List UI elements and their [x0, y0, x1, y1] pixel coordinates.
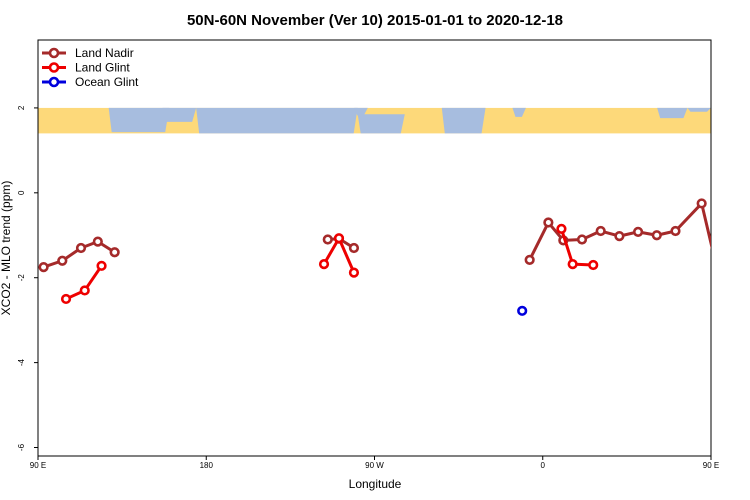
y-tick-label: -6	[17, 443, 26, 451]
legend-swatch-marker	[48, 62, 60, 73]
y-tick-label: 2	[17, 105, 26, 110]
map-ocean	[512, 107, 526, 117]
series-land-nadir	[38, 198, 740, 273]
legend-label: Land Nadir	[75, 46, 134, 60]
data-point	[322, 234, 333, 245]
map-ocean	[441, 107, 486, 134]
series-layer	[38, 198, 750, 316]
data-point	[614, 231, 625, 242]
data-point	[348, 267, 360, 278]
map-ocean	[357, 114, 405, 134]
data-point	[348, 242, 360, 254]
data-point	[713, 263, 721, 271]
map-ocean	[354, 107, 368, 116]
data-point	[632, 226, 644, 237]
data-point	[567, 259, 578, 270]
y-tick-label: -2	[17, 274, 26, 282]
data-point	[732, 257, 740, 265]
data-point	[60, 293, 72, 305]
data-point	[517, 305, 528, 316]
legend-swatch-marker	[48, 47, 60, 59]
data-point	[651, 230, 662, 241]
legend-label: Land Glint	[75, 61, 130, 75]
map-ocean	[162, 107, 197, 122]
y-axis: -6 -4 -2 0 2	[17, 105, 38, 451]
y-tick-label: 0	[17, 190, 26, 195]
data-point	[333, 233, 345, 244]
series-line	[560, 228, 594, 267]
data-point	[109, 247, 120, 258]
data-point	[588, 259, 599, 271]
legend-label: Ocean Glint	[75, 75, 139, 89]
series-line	[739, 266, 750, 299]
data-point	[38, 262, 49, 273]
y-axis-label: XCO2 - MLO trend (ppm)	[0, 181, 13, 316]
data-point	[696, 198, 707, 209]
data-point	[735, 295, 743, 303]
data-point	[576, 234, 588, 245]
x-axis-label: Longitude	[349, 477, 402, 491]
map-ocean	[196, 107, 358, 134]
x-tick-label: 90 W	[365, 461, 384, 470]
data-point	[670, 225, 681, 237]
data-point	[595, 225, 606, 237]
data-point	[556, 223, 567, 234]
x-tick-label: 0	[541, 461, 546, 470]
x-tick-label: 90 E	[703, 461, 719, 470]
x-axis: 90 E 180 90 W 0 90 E	[30, 456, 719, 470]
data-point	[92, 236, 103, 247]
map-strip	[38, 107, 711, 134]
data-point	[318, 259, 330, 270]
data-point	[79, 285, 90, 296]
legend-swatch-marker	[48, 76, 60, 88]
series-ocean-glint	[517, 305, 528, 316]
data-point	[543, 217, 554, 228]
data-point	[96, 260, 107, 271]
map-ocean	[108, 107, 170, 133]
x-tick-label: 90 E	[30, 461, 46, 470]
series-land-glint	[60, 223, 750, 305]
plot-frame	[37, 39, 712, 457]
chart-title: 50N-60N November (Ver 10) 2015-01-01 to …	[187, 12, 563, 29]
y-tick-label: -4	[17, 359, 26, 367]
data-point	[524, 254, 535, 265]
map-ocean	[687, 107, 711, 112]
x-tick-label: 180	[200, 461, 214, 470]
map-ocean	[657, 107, 688, 119]
data-point	[57, 255, 68, 266]
data-point	[75, 242, 87, 254]
